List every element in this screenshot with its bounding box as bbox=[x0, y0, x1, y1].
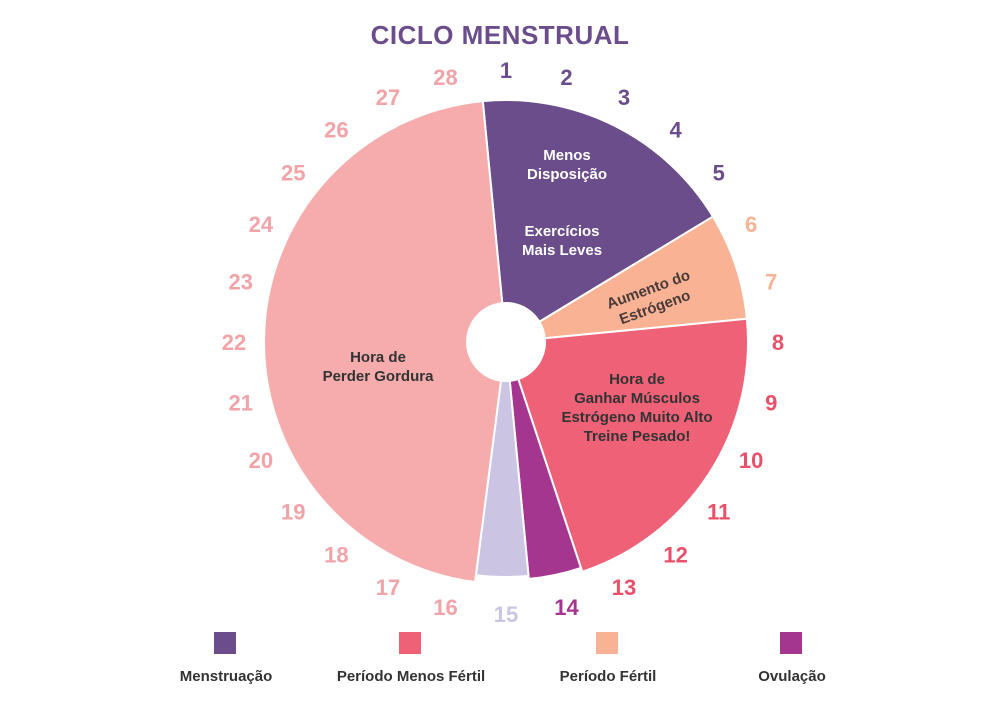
day-number-18: 18 bbox=[324, 543, 348, 568]
legend-label-fertil: Período Fértil bbox=[559, 668, 657, 685]
legend-item-fertil: Período Fértil bbox=[508, 632, 708, 692]
legend-item-menos-fertil: Período Menos Fértil bbox=[311, 632, 511, 692]
slice-label-line: Disposição bbox=[527, 166, 607, 183]
day-number-2: 2 bbox=[560, 65, 572, 90]
day-number-28: 28 bbox=[433, 65, 457, 90]
day-number-11: 11 bbox=[707, 500, 730, 525]
slice-label-line: Treine Pesado! bbox=[584, 428, 691, 445]
day-number-9: 9 bbox=[765, 391, 777, 416]
day-number-13: 13 bbox=[612, 575, 636, 600]
slice-ovulacao bbox=[505, 341, 583, 580]
day-number-19: 19 bbox=[281, 500, 305, 525]
day-number-17: 17 bbox=[376, 575, 400, 600]
slice-label-menstruacao-1: Exercícios Mais Leves bbox=[522, 223, 602, 259]
legend-label-menos-fertil: Período Menos Fértil bbox=[336, 668, 486, 685]
day-number-21: 21 bbox=[229, 391, 253, 416]
slice-label-line: Perder Gordura bbox=[323, 368, 435, 385]
slice-label-line: Mais Leves bbox=[522, 242, 602, 259]
day-number-3: 3 bbox=[618, 85, 630, 110]
day-number-1: 1 bbox=[500, 58, 512, 83]
day-number-8: 8 bbox=[772, 330, 784, 355]
day-numbers-layer: 1 234567891011121314151617181920212223242… bbox=[222, 58, 784, 627]
day-number-27: 27 bbox=[376, 85, 400, 110]
slice-aumento-estrogeno bbox=[505, 215, 748, 343]
legend-swatch-menos-fertil bbox=[399, 632, 421, 654]
day-number-5: 5 bbox=[713, 160, 725, 185]
day-number-24: 24 bbox=[249, 212, 274, 237]
slices-layer bbox=[263, 99, 749, 584]
day-number-12: 12 bbox=[663, 543, 687, 568]
legend-label-menstruacao: Menstruação bbox=[179, 668, 273, 685]
slice-perder-gordura bbox=[263, 100, 508, 584]
day-number-14: 14 bbox=[554, 595, 579, 620]
day-number-4: 4 bbox=[669, 117, 682, 142]
slice-label-line: Exercícios bbox=[524, 223, 599, 240]
slice-label-perder-gordura-0: Hora de Perder Gordura bbox=[323, 349, 435, 385]
chart-title: CICLO MENSTRUAL bbox=[370, 20, 630, 50]
day-number-22: 22 bbox=[222, 330, 246, 355]
day-number-16: 16 bbox=[433, 595, 457, 620]
day-number-7: 7 bbox=[765, 270, 777, 295]
legend-swatch-ovulacao bbox=[780, 632, 802, 654]
slice-label-line: Estrógeno Muito Alto bbox=[561, 409, 712, 426]
legend-swatch-menstruacao bbox=[214, 632, 236, 654]
slice-label-menstruacao-0: Menos Disposição bbox=[527, 147, 607, 183]
day-number-26: 26 bbox=[324, 117, 348, 142]
center-hole bbox=[466, 302, 546, 382]
legend-item-ovulacao: Ovulação bbox=[692, 632, 892, 692]
day-number-6: 6 bbox=[745, 212, 757, 237]
slice-menstruacao bbox=[481, 99, 715, 344]
day-number-15: 15 bbox=[494, 602, 518, 627]
day-number-10: 10 bbox=[739, 448, 763, 473]
slice-label-ganhar-musculos-0: Hora de Ganhar Músculos Estrógeno Muito Al… bbox=[561, 371, 712, 445]
day-number-20: 20 bbox=[249, 448, 273, 473]
slice-label-line: Hora de bbox=[350, 349, 406, 366]
slice-label-line: Menos bbox=[543, 147, 591, 164]
legend-swatch-fertil bbox=[596, 632, 618, 654]
legend-label-ovulacao: Ovulação bbox=[758, 668, 826, 685]
slice-ganhar-musculos bbox=[504, 317, 749, 573]
day-number-25: 25 bbox=[281, 160, 305, 185]
slice-label-line: Ganhar Músculos bbox=[574, 390, 700, 407]
legend-item-menstruacao: Menstruação bbox=[126, 632, 326, 692]
day-number-23: 23 bbox=[229, 270, 253, 295]
slice-label-line: Hora de bbox=[609, 371, 665, 388]
